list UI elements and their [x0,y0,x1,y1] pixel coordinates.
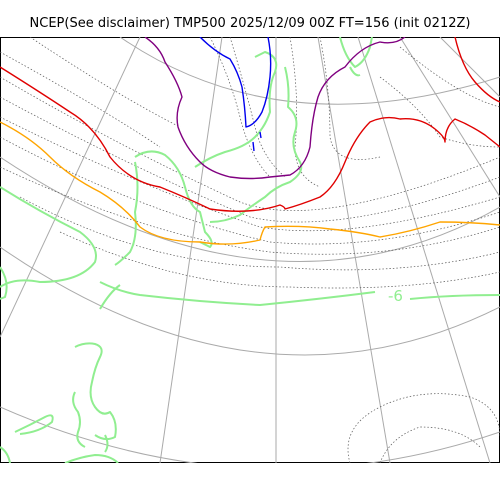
isotherm-purple [144,37,406,180]
dotted-contour [0,166,500,255]
parallel [119,37,500,105]
map-title: NCEP(See disclaimer) TMP500 2025/12/09 0… [29,16,471,31]
coastline [0,266,8,300]
dotted-contour [319,37,381,160]
dotted-contour [0,76,500,211]
graticule-parallels [0,37,500,463]
isotherm-red [0,66,500,212]
isotherm-blue-blob [252,141,255,152]
dotted-contour [289,37,321,188]
meridian [357,37,491,463]
dotted-contour [347,393,500,463]
coastline [99,284,121,310]
dotted-contour [399,46,500,108]
coastline [209,66,303,223]
coastline [409,294,500,300]
parallel [0,156,500,263]
dotted-contour [29,37,181,128]
dotted-contour [19,196,500,271]
isotherm-orange [0,121,500,245]
coastline [99,281,376,306]
dotted-contour [0,96,500,223]
map-canvas: -6 [0,37,500,463]
isotherm-red-north [454,37,500,103]
coastline [14,414,54,435]
coastline [194,51,278,168]
isotherms [0,37,500,245]
map-frame [0,37,500,463]
parallel [0,406,500,463]
dotted-contour [379,76,500,148]
meridian [439,37,500,98]
dotted-contour [59,231,500,289]
coastline [134,150,213,248]
coastline [114,161,139,266]
meridian [399,37,500,198]
meridian [317,37,391,463]
dotted-contour [209,37,271,178]
dotted-contour [0,51,161,148]
map-panel: -6 [0,37,500,463]
isotherm-blue [199,37,272,128]
meridian [159,37,223,463]
coastlines [0,37,500,463]
isotherm-blue-blob [259,131,262,139]
graticule-meridians [0,37,500,463]
coastline [0,446,11,463]
coastline [64,454,119,463]
dotted-contours [0,37,500,463]
dotted-contour [0,136,500,245]
coastline [104,434,109,453]
meridian [0,37,141,338]
coastline [0,186,97,288]
parallel [0,246,500,356]
dotted-contour [0,116,500,232]
coastline [339,37,373,68]
coastline [72,391,86,448]
coastline [349,66,361,77]
coastline [74,342,117,441]
contour-label: -6 [388,287,403,305]
